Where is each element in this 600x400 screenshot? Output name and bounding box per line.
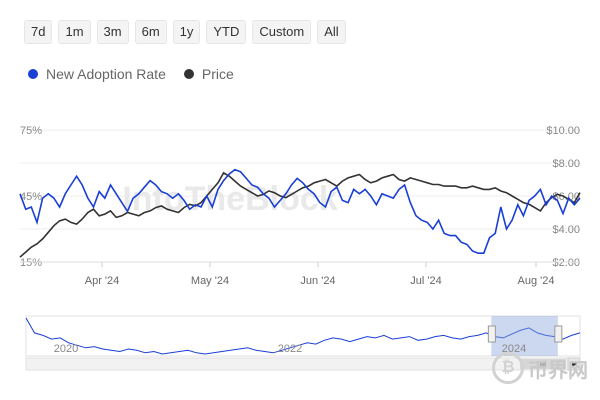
chart-legend: New Adoption Rate Price — [28, 66, 234, 82]
range-navigator[interactable]: 2020 2022 2024 ||| — [0, 312, 600, 376]
range-selector: 7d 1m 3m 6m 1y YTD Custom All — [24, 20, 346, 44]
legend-label-price: Price — [201, 66, 234, 82]
navigator-series-line — [25, 317, 581, 355]
legend-item-adoption[interactable]: New Adoption Rate — [28, 66, 166, 82]
adoption-series-line — [19, 168, 581, 254]
x-axis-tick-label: Aug '24 — [518, 275, 555, 287]
range-7d-button[interactable]: 7d — [24, 20, 53, 44]
navigator-x-label: 2020 — [54, 343, 78, 355]
range-ytd-button[interactable]: YTD — [206, 20, 247, 44]
left-axis: 75% 45% 15% — [20, 125, 42, 269]
navigator-frame — [25, 315, 581, 357]
right-axis-tick-label: $4.00 — [552, 224, 580, 236]
logo-watermark: ₿ 币界网 — [492, 352, 588, 384]
range-6m-button[interactable]: 6m — [134, 20, 167, 44]
watermark-text: IntoTheBlock — [122, 180, 337, 218]
right-axis-tick-label: $2.00 — [552, 257, 580, 269]
logo-text: 币界网 — [528, 359, 588, 382]
range-1y-button[interactable]: 1y — [172, 20, 201, 44]
main-chart: IntoTheBlock 75%45%15% $10.00$8.00$6.00$… — [19, 125, 581, 287]
range-all-button[interactable]: All — [317, 20, 346, 44]
navigator-selection[interactable] — [491, 316, 558, 356]
x-axis: Apr '24 May '24 Jun '24 Jul '24 Aug '24 — [20, 261, 580, 287]
right-axis-tick-label: $8.00 — [552, 158, 580, 170]
scrollbar-grip-icon: ||| — [540, 360, 546, 369]
legend-dot-icon — [183, 69, 194, 79]
right-axis-tick-label: $10.00 — [546, 125, 580, 137]
legend-label-adoption: New Adoption Rate — [46, 66, 166, 82]
x-axis-tick-label: Jun '24 — [300, 275, 335, 287]
left-axis-tick-label: 45% — [20, 191, 42, 203]
left-axis-tick-label: 15% — [20, 257, 42, 269]
x-axis-tick-label: Jul '24 — [410, 275, 441, 287]
bitcoin-coin-icon: ₿ — [492, 352, 524, 384]
navigator-x-label: 2022 — [278, 343, 302, 355]
range-custom-button[interactable]: Custom — [252, 20, 312, 44]
price-series-line — [19, 171, 581, 258]
left-axis-tick-label: 75% — [20, 125, 42, 137]
legend-dot-icon — [28, 69, 38, 79]
range-1m-button[interactable]: 1m — [58, 20, 91, 44]
legend-item-price[interactable]: Price — [183, 66, 234, 82]
x-axis-tick-label: May '24 — [191, 275, 229, 287]
navigator-handle-left[interactable] — [487, 325, 496, 343]
navigator-scrollbar-thumb[interactable] — [520, 359, 566, 369]
x-axis-tick-label: Apr '24 — [85, 275, 120, 287]
scroll-right-arrow-icon — [572, 361, 577, 367]
range-3m-button[interactable]: 3m — [96, 20, 129, 44]
navigator-handle-right[interactable] — [554, 325, 563, 343]
